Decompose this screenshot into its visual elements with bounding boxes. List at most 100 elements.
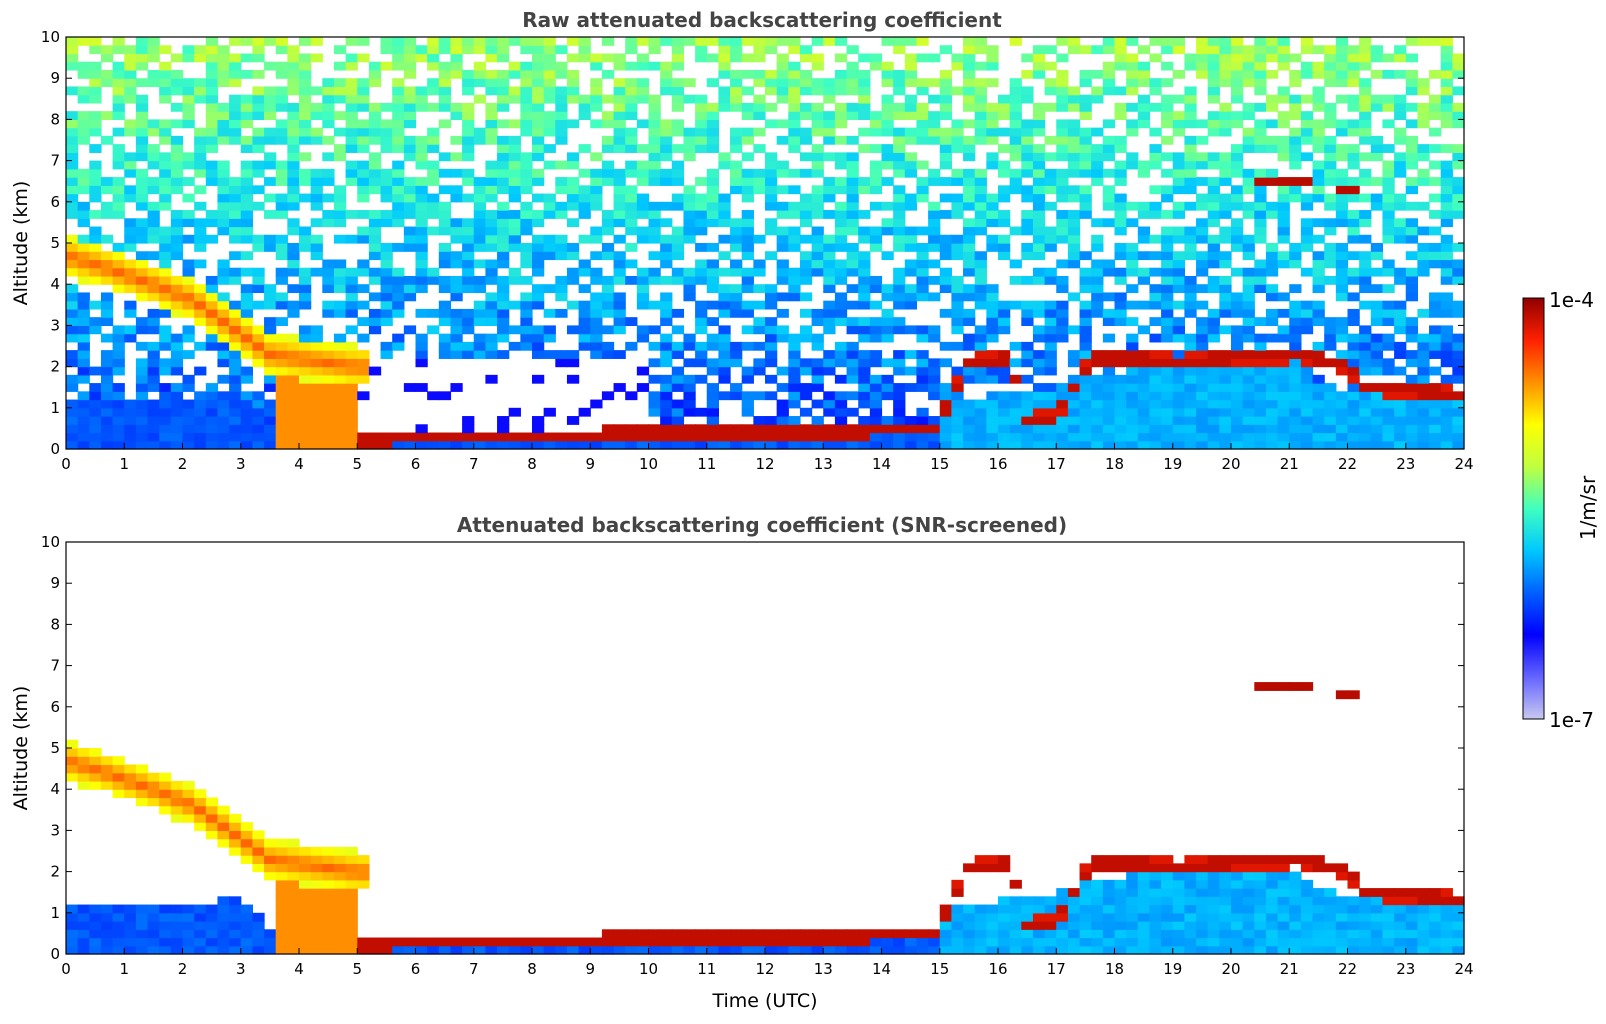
heatmap-cell [1348, 383, 1360, 392]
heatmap-cell [1231, 268, 1243, 277]
heatmap-cell [870, 938, 882, 947]
heatmap-cell [567, 95, 579, 104]
heatmap-cell [1045, 938, 1057, 947]
heatmap-cell [1359, 946, 1371, 955]
heatmap-cell [346, 358, 358, 367]
heatmap-cell [392, 218, 404, 227]
heatmap-cell [485, 78, 497, 87]
heatmap-cell [1371, 194, 1383, 203]
heatmap-cell [1080, 169, 1092, 178]
heatmap-cell [1243, 128, 1255, 137]
heatmap-cell [730, 227, 742, 236]
heatmap-cell [963, 62, 975, 71]
heatmap-cell [1045, 62, 1057, 71]
heatmap-cell [1115, 921, 1127, 930]
heatmap-cell [800, 169, 812, 178]
heatmap-cell [986, 350, 998, 359]
heatmap-cell [252, 855, 264, 864]
heatmap-cell [1382, 309, 1394, 318]
heatmap-cell [847, 169, 859, 178]
heatmap-cell [1068, 929, 1080, 938]
heatmap-cell [975, 276, 987, 285]
heatmap-cell [870, 391, 882, 400]
heatmap-cell [1382, 408, 1394, 417]
heatmap-cell [346, 367, 358, 376]
heatmap-cell [532, 946, 544, 955]
heatmap-cell [1184, 161, 1196, 170]
heatmap-cell [1324, 888, 1336, 897]
heatmap-cell [346, 103, 358, 112]
heatmap-cell [183, 309, 195, 318]
heatmap-cell [1184, 872, 1196, 881]
heatmap-cell [614, 86, 626, 95]
heatmap-cell [940, 276, 952, 285]
heatmap-cell [1452, 367, 1464, 376]
heatmap-cell [1324, 259, 1336, 268]
heatmap-cell [136, 78, 148, 87]
heatmap-cell [404, 37, 416, 46]
heatmap-cell [1103, 334, 1115, 343]
heatmap-cell [159, 152, 171, 161]
heatmap-cell [1429, 350, 1441, 359]
heatmap-cell [194, 400, 206, 409]
heatmap-cell [276, 317, 288, 326]
heatmap-cell [1313, 383, 1325, 392]
heatmap-cell [1406, 251, 1418, 260]
heatmap-cell [427, 325, 439, 334]
heatmap-cell [1149, 268, 1161, 277]
heatmap-cell [136, 227, 148, 236]
heatmap-cell [788, 70, 800, 79]
heatmap-cell [672, 325, 684, 334]
heatmap-cell [194, 95, 206, 104]
heatmap-cell [1313, 103, 1325, 112]
heatmap-cell [1254, 896, 1266, 905]
heatmap-cell [1266, 103, 1278, 112]
heatmap-cell [1068, 292, 1080, 301]
heatmap-cell [1254, 872, 1266, 881]
heatmap-cell [450, 325, 462, 334]
heatmap-cell [1406, 350, 1418, 359]
heatmap-cell [1289, 424, 1301, 433]
heatmap-cell [742, 938, 754, 947]
heatmap-cell [532, 350, 544, 359]
heatmap-cell [217, 268, 229, 277]
heatmap-cell [823, 177, 835, 186]
heatmap-cell [1359, 408, 1371, 417]
heatmap-cell [963, 946, 975, 955]
heatmap-cell [858, 78, 870, 87]
heatmap-cell [450, 342, 462, 351]
heatmap-cell [1429, 259, 1441, 268]
heatmap-cell [485, 276, 497, 285]
heatmap-cell [1371, 95, 1383, 104]
heatmap-cell [765, 185, 777, 194]
heatmap-cell [1196, 218, 1208, 227]
heatmap-cell [148, 227, 160, 236]
heatmap-cell [1219, 70, 1231, 79]
heatmap-cell [78, 235, 90, 244]
heatmap-cell [625, 37, 637, 46]
heatmap-cell [1278, 119, 1290, 128]
heatmap-cell [916, 350, 928, 359]
heatmap-cell [183, 905, 195, 914]
heatmap-cell [579, 202, 591, 211]
heatmap-cell [1254, 194, 1266, 203]
heatmap-cell [136, 921, 148, 930]
heatmap-cell [532, 128, 544, 137]
heatmap-cell [1406, 103, 1418, 112]
heatmap-cell [1126, 268, 1138, 277]
heatmap-cell [1231, 872, 1243, 881]
heatmap-cell [229, 441, 241, 450]
heatmap-cell [136, 37, 148, 46]
heatmap-cell [695, 309, 707, 318]
heatmap-cell [1406, 383, 1418, 392]
heatmap-cell [1080, 391, 1092, 400]
heatmap-cell [217, 292, 229, 301]
heatmap-cell [171, 797, 183, 806]
heatmap-cell [264, 367, 276, 376]
heatmap-cell [1348, 177, 1360, 186]
heatmap-cell [975, 169, 987, 178]
heatmap-cell [1091, 855, 1103, 864]
heatmap-cell [1033, 905, 1045, 914]
heatmap-cell [1033, 103, 1045, 112]
heatmap-cell [1115, 391, 1127, 400]
